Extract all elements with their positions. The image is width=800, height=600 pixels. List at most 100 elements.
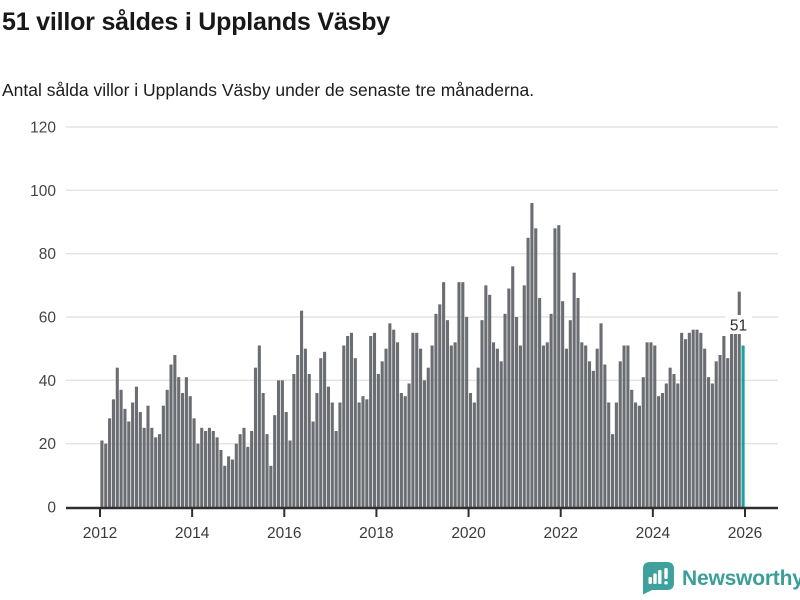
bar	[246, 446, 250, 507]
bar	[637, 405, 641, 507]
x-axis-tick-label: 2024	[636, 525, 671, 542]
bar	[300, 310, 304, 507]
newsworthy-logo-icon	[643, 562, 674, 595]
bar	[499, 361, 503, 507]
bar	[426, 367, 430, 507]
bar	[265, 434, 269, 507]
bar	[361, 396, 365, 507]
bar	[303, 348, 307, 507]
bar	[641, 377, 645, 507]
bar	[649, 342, 653, 507]
bar	[276, 380, 281, 507]
bar	[545, 342, 549, 507]
y-axis-tick-label: 0	[47, 500, 56, 517]
bar	[353, 358, 357, 507]
bar	[687, 332, 691, 507]
bar	[491, 342, 496, 507]
bar	[683, 339, 688, 507]
bar	[584, 345, 588, 507]
bar	[706, 377, 711, 507]
bar	[365, 399, 369, 507]
bar	[610, 434, 615, 507]
last-value-label-bg	[725, 315, 752, 334]
bar	[614, 402, 618, 507]
bar	[430, 345, 434, 507]
bar	[127, 421, 131, 507]
bar	[196, 443, 200, 507]
bar	[403, 396, 407, 507]
bar	[465, 316, 469, 507]
bar	[653, 345, 657, 507]
bar	[580, 342, 584, 507]
bar	[730, 329, 734, 507]
bar	[108, 418, 112, 507]
bar	[288, 440, 292, 507]
bar	[261, 392, 265, 507]
bar	[253, 367, 258, 507]
x-axis-tick-label: 2016	[267, 525, 301, 542]
bar	[664, 383, 668, 507]
x-axis-tick-label: 2022	[543, 525, 577, 542]
bar	[530, 202, 534, 507]
y-axis-tick-label: 40	[39, 373, 57, 390]
last-value-label: 51	[730, 318, 747, 335]
bar	[311, 421, 315, 507]
bar	[338, 402, 342, 507]
bar	[392, 329, 396, 507]
bar	[576, 297, 580, 507]
bar	[587, 361, 592, 507]
bar	[315, 392, 319, 507]
bar	[131, 402, 135, 507]
bar	[449, 345, 453, 507]
bar	[718, 354, 722, 507]
chart-subtitle: Antal sålda villor i Upplands Väsby unde…	[2, 80, 535, 100]
y-axis-tick-label: 80	[39, 246, 57, 263]
bar	[134, 386, 139, 507]
bar	[422, 380, 426, 507]
bar	[553, 228, 557, 507]
bar	[503, 313, 507, 507]
bar	[630, 389, 634, 507]
y-axis-tick-label: 20	[39, 436, 57, 453]
bar	[284, 411, 288, 507]
bar	[622, 345, 626, 507]
bar	[445, 320, 450, 507]
bar	[119, 389, 123, 507]
bar	[461, 282, 465, 507]
bar	[495, 348, 499, 507]
bar	[230, 459, 235, 507]
bar	[180, 392, 185, 507]
bar	[438, 304, 442, 507]
bar	[660, 392, 665, 507]
bar	[476, 367, 480, 507]
y-axis-tick-label: 60	[39, 309, 57, 326]
bar	[138, 411, 142, 507]
bar	[538, 297, 542, 507]
bar	[234, 443, 238, 507]
bar	[591, 370, 595, 507]
bar	[618, 361, 622, 507]
bar	[599, 323, 603, 507]
bar	[104, 443, 108, 507]
bar	[541, 345, 545, 507]
bar	[710, 383, 714, 507]
bar	[395, 342, 400, 507]
bar	[518, 345, 522, 507]
bar	[169, 364, 173, 507]
bar	[645, 342, 649, 507]
bar	[211, 430, 215, 507]
bar	[415, 332, 419, 507]
bar	[307, 373, 311, 507]
bar	[380, 361, 384, 507]
bar	[204, 430, 208, 507]
bar	[376, 373, 380, 507]
bar	[526, 237, 530, 507]
bar	[699, 332, 703, 507]
bar	[154, 437, 158, 507]
x-axis-tick-label: 2014	[175, 525, 210, 542]
bar	[123, 408, 127, 507]
bar	[111, 399, 115, 507]
bar	[472, 402, 476, 507]
bar	[177, 377, 181, 507]
